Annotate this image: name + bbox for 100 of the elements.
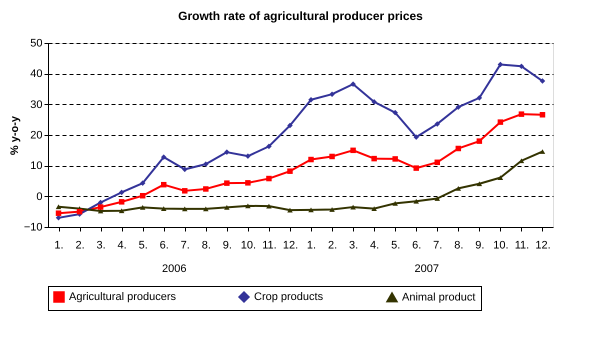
x-tick-label: 11. [262, 240, 277, 252]
point [160, 154, 166, 160]
point [76, 208, 82, 214]
point [245, 180, 251, 186]
x-tick-label: 12. [535, 240, 551, 252]
point [140, 205, 146, 210]
y-tick-label: 50 [30, 38, 42, 50]
point [56, 215, 62, 221]
x-tick-label: 7. [433, 240, 442, 252]
point [476, 181, 482, 186]
point [182, 188, 188, 194]
point [456, 186, 462, 191]
legend-label: Agricultural producers [69, 291, 176, 303]
x-tick-label: 2. [328, 240, 338, 252]
legend-label: Crop products [254, 291, 324, 303]
point [476, 95, 482, 101]
point [266, 144, 272, 150]
point [224, 149, 230, 155]
point [287, 208, 293, 213]
point [160, 206, 166, 211]
point [56, 210, 62, 216]
x-tick-label: 7. [180, 240, 190, 252]
x-tick-label: 2. [75, 240, 85, 252]
x-tick-label: 4. [370, 240, 380, 252]
point [540, 78, 546, 84]
x-tick-label: 3. [349, 240, 358, 252]
point [518, 111, 524, 117]
point [456, 146, 462, 152]
x-tick-label: 12. [282, 240, 298, 252]
point [308, 96, 314, 102]
x-tick-label: 8. [454, 240, 464, 252]
x-tick-label: 9. [475, 240, 484, 252]
point [350, 148, 356, 154]
point [308, 156, 314, 162]
point [392, 201, 398, 206]
point [392, 156, 398, 162]
x-tick-label: 1. [54, 240, 64, 252]
point [203, 161, 209, 167]
point [224, 205, 230, 210]
y-tick-label: 40 [30, 68, 42, 80]
point [329, 207, 335, 212]
point [182, 166, 188, 172]
point [118, 208, 124, 214]
point [245, 153, 251, 159]
point [540, 149, 546, 154]
x-tick-label: 11. [514, 240, 530, 252]
y-axis-title: % y-o-y [8, 115, 21, 156]
point [476, 138, 482, 144]
x-tick-label: 5. [391, 240, 400, 252]
point [182, 206, 188, 212]
point [140, 180, 146, 186]
point [350, 81, 356, 87]
point [118, 199, 124, 205]
x-tick-label: 10. [240, 240, 256, 252]
point [371, 156, 377, 162]
x-tick-label: 10. [493, 240, 509, 252]
point [56, 204, 62, 210]
point [287, 122, 293, 128]
point [98, 204, 104, 210]
point [456, 104, 462, 110]
point [118, 190, 124, 196]
x-tick-label: 6. [160, 240, 169, 252]
point [498, 175, 504, 180]
point [434, 196, 440, 201]
point [371, 99, 377, 105]
point [329, 91, 335, 97]
x-tick-label: 5. [138, 240, 148, 252]
point [203, 186, 209, 192]
y-tick-label: 0 [36, 190, 42, 203]
chart-title: Growth rate of agricultural producer prices [178, 9, 424, 23]
y-tick-label: 20 [30, 130, 42, 142]
point [540, 112, 546, 118]
point [392, 110, 398, 116]
x-tick-label: 1. [306, 240, 316, 252]
point [350, 204, 356, 210]
x-tick-label: 8. [202, 240, 211, 252]
y-tick-label: 30 [30, 98, 42, 111]
point [329, 154, 335, 160]
point [224, 180, 230, 186]
x-tick-label: 9. [222, 240, 232, 252]
legend-label: Animal product [402, 291, 476, 304]
point [413, 165, 419, 171]
x-tick-label: 6. [412, 240, 422, 252]
point [308, 207, 314, 212]
point [266, 176, 272, 182]
point [413, 198, 419, 204]
y-tick-label: 10 [30, 160, 42, 172]
x-tick-label: 4. [118, 240, 127, 252]
point [498, 119, 504, 125]
point [140, 192, 146, 198]
point [266, 204, 272, 209]
text: 2006 [162, 263, 186, 275]
point [160, 182, 166, 188]
point [434, 121, 440, 127]
point [203, 206, 209, 212]
point [434, 160, 440, 166]
point [371, 206, 377, 211]
point [287, 168, 293, 174]
x-tick-label: 3. [96, 240, 106, 252]
point [245, 203, 251, 208]
